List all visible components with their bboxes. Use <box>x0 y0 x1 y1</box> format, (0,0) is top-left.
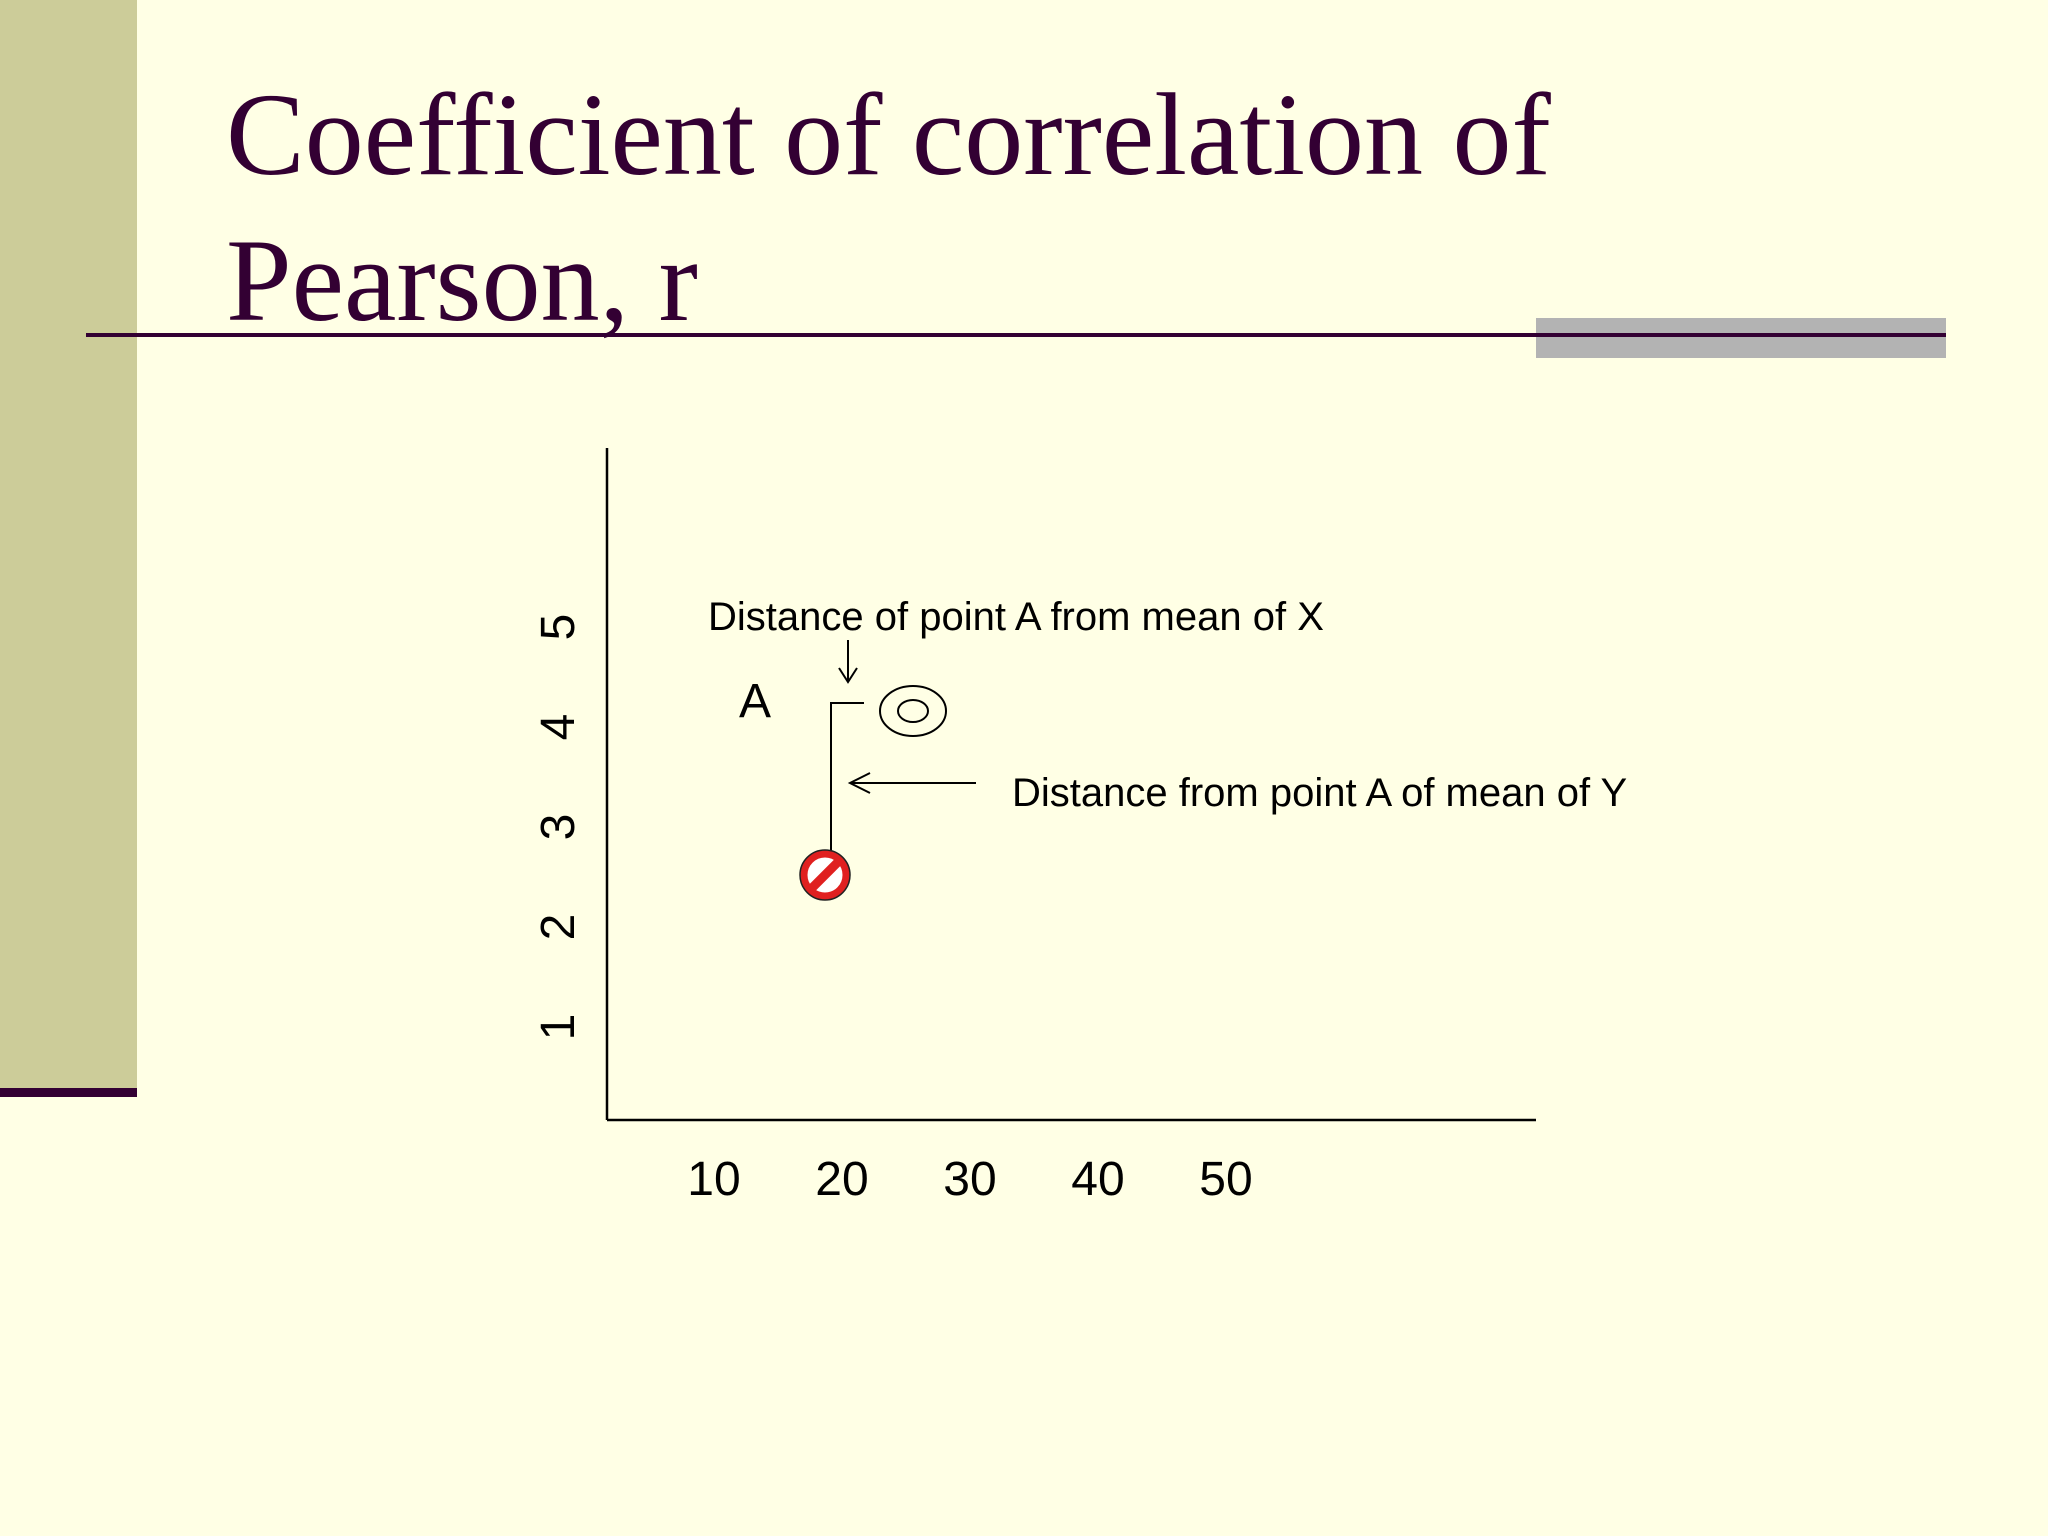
arrow-down-icon <box>838 640 858 684</box>
left-sidebar-bar <box>0 0 137 1088</box>
title-rule <box>86 333 1946 337</box>
x-tick-label: 20 <box>815 1153 868 1206</box>
annotation-y-distance: Distance from point A of mean of Y <box>1012 771 1627 815</box>
y-tick-label: 4 <box>532 714 585 741</box>
x-tick-label: 30 <box>943 1153 996 1206</box>
no-entry-icon <box>799 849 851 901</box>
x-tick-label: 50 <box>1199 1153 1252 1206</box>
arrow-left-icon <box>847 772 976 794</box>
annotation-x-distance: Distance of point A from mean of X <box>708 595 1324 639</box>
y-tick-label: 5 <box>532 614 585 641</box>
point-a-label: A <box>739 675 771 728</box>
sidebar-rule <box>0 1088 137 1097</box>
title-line-1: Coefficient of correlation of <box>226 69 1551 200</box>
title-rule-shadow <box>1536 318 1946 358</box>
slide-title: Coefficient of correlation of Pearson, r <box>226 62 1786 354</box>
x-tick-label: 40 <box>1071 1153 1124 1206</box>
y-tick-label: 1 <box>532 1014 585 1041</box>
x-tick-label: 10 <box>687 1153 740 1206</box>
title-line-2: Pearson, r <box>226 215 698 346</box>
y-tick-label: 2 <box>532 914 585 941</box>
target-icon <box>879 685 947 737</box>
y-tick-label: 3 <box>532 814 585 841</box>
